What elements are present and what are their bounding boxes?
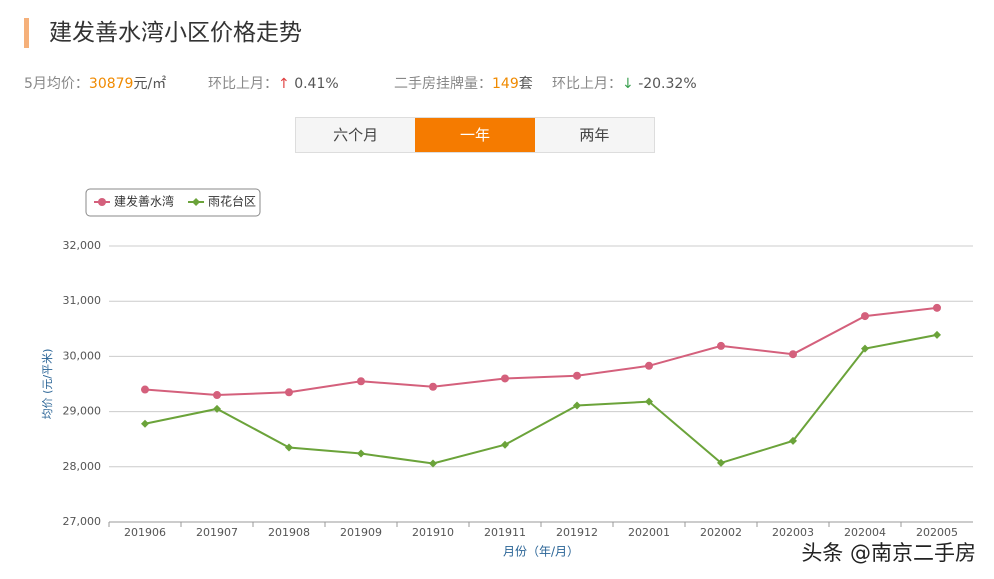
marker <box>501 374 509 383</box>
marker <box>501 440 509 449</box>
stat-arrow: ↑ <box>278 76 290 92</box>
series-line <box>144 333 938 465</box>
marker <box>573 401 581 410</box>
series-line <box>144 306 938 397</box>
stat-value: 149 <box>492 76 519 92</box>
marker <box>357 449 365 458</box>
marker <box>285 388 293 397</box>
stat-value: 0.41% <box>294 76 339 92</box>
marker <box>645 397 653 406</box>
stat-label: 环比上月： <box>208 76 278 92</box>
x-axis-title: 月份（年/月） <box>503 545 579 559</box>
x-tick-label: 201912 <box>556 526 598 539</box>
marker <box>357 377 365 386</box>
stat-unit: 元/㎡ <box>133 76 167 92</box>
y-axis-title: 均价 (元/平米) <box>41 349 54 420</box>
stat-label: 5月均价： <box>24 76 89 92</box>
tabs: 六个月 一年 两年 <box>295 117 655 153</box>
stat-label: 环比上月： <box>552 76 622 92</box>
x-tick-label: 201910 <box>412 526 454 539</box>
marker <box>861 344 869 353</box>
legend-box <box>85 188 261 217</box>
y-tick-label: 31,000 <box>63 294 102 307</box>
y-tick-label: 28,000 <box>63 460 102 473</box>
marker <box>141 419 149 428</box>
tab[interactable]: 两年 <box>579 126 610 144</box>
marker <box>717 458 725 467</box>
legend-label: 雨花台区 <box>208 194 256 209</box>
marker <box>429 382 437 391</box>
tab[interactable]: 六个月 <box>333 126 379 144</box>
x-tick-label: 202003 <box>772 526 814 539</box>
x-tick-label: 201909 <box>340 526 382 539</box>
marker <box>213 391 221 400</box>
stat-arrow: ↓ <box>622 76 634 92</box>
marker <box>717 341 725 350</box>
stat: 环比上月：↑ 0.41% <box>208 73 339 93</box>
marker <box>861 312 869 321</box>
stat-value: 30879 <box>88 76 134 92</box>
y-tick-label: 27,000 <box>63 515 102 528</box>
marker <box>789 436 797 445</box>
marker <box>141 385 149 394</box>
stat: 5月均价：30879元/㎡ <box>24 73 166 93</box>
x-tick-label: 201906 <box>124 526 166 539</box>
x-tick-label: 202002 <box>700 526 742 539</box>
stat: 二手房挂牌量：149套 <box>394 73 533 93</box>
tab[interactable]: 一年 <box>415 118 535 152</box>
marker <box>285 443 293 452</box>
x-tick-label: 202001 <box>628 526 670 539</box>
stat-value: -20.32% <box>638 76 697 92</box>
y-tick-label: 29,000 <box>63 405 102 418</box>
marker <box>429 459 437 468</box>
page-title: 建发善水湾小区价格走势 <box>24 18 302 48</box>
stat-label: 二手房挂牌量： <box>394 76 492 92</box>
x-tick-label: 201908 <box>268 526 310 539</box>
marker <box>789 350 797 359</box>
marker <box>933 303 941 312</box>
x-tick-label: 201911 <box>484 526 526 539</box>
marker <box>98 198 106 206</box>
y-tick-label: 30,000 <box>63 349 102 362</box>
stat-unit: 套 <box>518 76 533 92</box>
y-tick-label: 32,000 <box>63 239 102 252</box>
marker <box>573 371 581 380</box>
watermark: 头条 @南京二手房 <box>801 541 976 565</box>
x-tick-label: 202005 <box>916 526 958 539</box>
marker <box>213 404 221 413</box>
x-tick-label: 202004 <box>844 526 886 539</box>
stat: 环比上月：↓ -20.32% <box>552 73 697 93</box>
x-tick-label: 201907 <box>196 526 238 539</box>
legend-label: 建发善水湾 <box>114 194 174 209</box>
marker <box>645 361 653 370</box>
marker <box>933 330 941 339</box>
marker <box>192 198 201 206</box>
